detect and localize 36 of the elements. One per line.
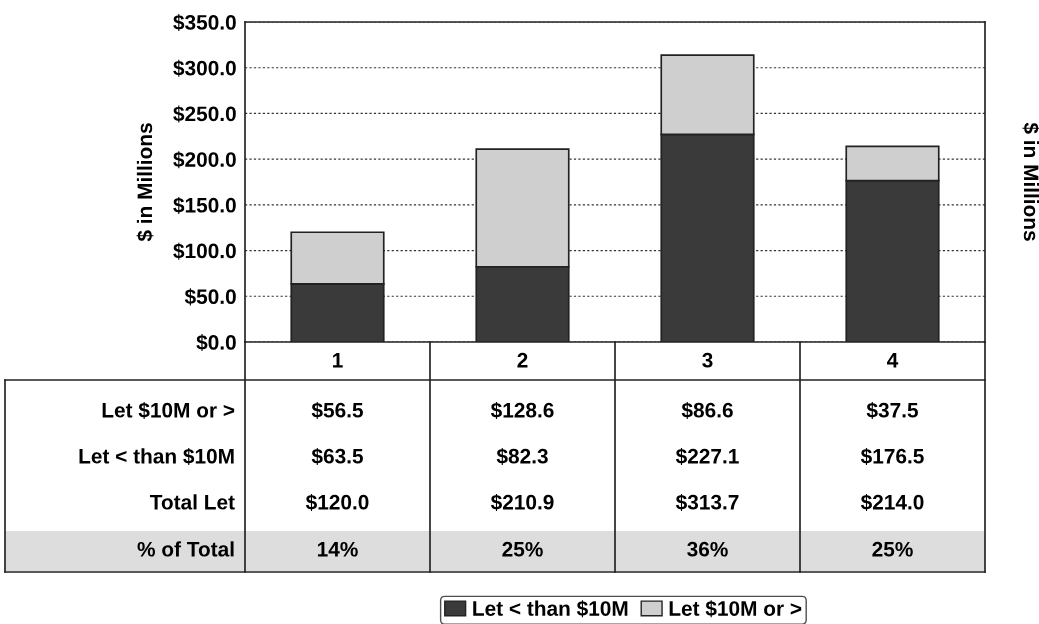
- y2-axis-title: $ in Millions: [1022, 122, 1039, 241]
- x-tick-label: 4: [887, 353, 899, 368]
- data-label: $82.3: [496, 447, 548, 465]
- y-tick-label: $250.0: [173, 105, 236, 123]
- text: 25%: [872, 541, 913, 557]
- text: 14%: [317, 541, 358, 557]
- legend-label: Let $10M or >: [669, 600, 802, 618]
- data-label: $227.1: [675, 447, 739, 465]
- text: 36%: [687, 541, 728, 557]
- y-tick-label: $50.0: [184, 288, 236, 306]
- y-tick-label: $0.0: [196, 334, 236, 352]
- y-axis-title: $ in Millions: [136, 123, 154, 242]
- x-tick-label: 2: [517, 352, 528, 368]
- text: % of Total: [137, 541, 234, 557]
- text: $214.0: [860, 493, 924, 511]
- data-label: $176.5: [860, 447, 924, 465]
- text: Total Let: [149, 494, 235, 510]
- data-label: $56.5: [311, 401, 363, 419]
- y-tick-label: $100.0: [173, 242, 236, 260]
- text: $313.7: [675, 493, 739, 511]
- y-tick-label: $200.0: [173, 151, 236, 169]
- y-tick-label: $300.0: [173, 59, 236, 77]
- data-label: $63.5: [311, 447, 363, 465]
- legend-label: Let < than $10M: [473, 600, 628, 618]
- x-tick-label: 3: [702, 352, 713, 368]
- text: Let < than $10M: [79, 447, 234, 465]
- text: $210.9: [490, 493, 554, 511]
- data-label: $128.6: [490, 401, 554, 419]
- data-label: $86.6: [681, 401, 733, 419]
- text: 25%: [502, 541, 543, 557]
- x-tick-label: 1: [333, 353, 343, 368]
- text: Let $10M or >: [102, 401, 235, 419]
- y-tick-label: $350.0: [173, 14, 236, 32]
- y-tick-label: $150.0: [173, 196, 236, 214]
- text: $120.0: [305, 493, 369, 511]
- data-label: $37.5: [866, 401, 918, 419]
